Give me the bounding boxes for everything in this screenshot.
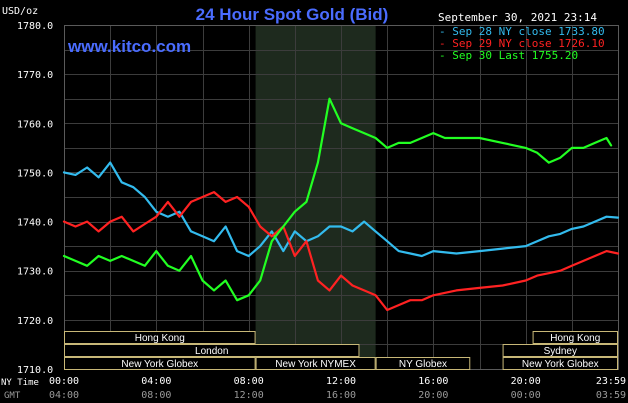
y-tick-labels: 1710.0 1720.0 1730.0 1740.0 1750.0 1760.0 1770…	[17, 21, 53, 376]
x-tick-label: 08:00	[234, 376, 264, 387]
y-tick-label: 1750.0	[17, 168, 53, 179]
series-line-sep-29	[62, 191, 620, 312]
x-tick-labels: 00:00 04:00 04:00 08:00 08:00 12:00 12:00 16:00…	[49, 376, 626, 401]
session-box	[64, 344, 360, 357]
legend-entry: - Sep 28 NY close 1733.80	[439, 25, 605, 38]
session-box	[64, 357, 256, 370]
y-tick-label: 1740.0	[17, 218, 53, 229]
session-box	[64, 331, 256, 344]
date-time-label: September 30, 2021 23:14	[438, 11, 597, 24]
x-tick-label-gmt: 00:00	[511, 390, 541, 401]
series-line-sep-30	[62, 97, 613, 302]
session-label: NY Globex	[399, 359, 447, 370]
x-tick-label: 00:00	[49, 376, 79, 387]
x-tick-label-gmt: 03:59	[596, 390, 626, 401]
session-box	[502, 357, 619, 370]
session-box	[532, 331, 619, 344]
session-label: Hong Kong	[135, 333, 185, 344]
series-line-sep-28	[62, 161, 620, 258]
session-label: New York Globex	[121, 359, 198, 370]
session-box	[255, 357, 376, 370]
ny-time-caption: NY Time	[1, 378, 39, 388]
session-layer: Hong Kong London New York Globex New York N…	[64, 331, 619, 370]
x-tick-label-gmt: 12:00	[234, 390, 264, 401]
y-tick-label: 1720.0	[17, 316, 53, 327]
y-tick-label: 1760.0	[17, 119, 53, 130]
session-label: Sydney	[544, 346, 577, 357]
session-box	[502, 344, 619, 357]
legend-entry: - Sep 30 Last 1755.20	[439, 49, 578, 62]
y-tick-label: 1770.0	[17, 70, 53, 81]
y-tick-label: 1730.0	[17, 267, 53, 278]
x-tick-label-gmt: 08:00	[141, 390, 171, 401]
session-box	[375, 357, 471, 370]
y-tick-label: 1710.0	[17, 365, 53, 376]
chart-title: 24 Hour Spot Gold (Bid)	[196, 5, 389, 24]
session-label: London	[195, 346, 228, 357]
x-tick-label: 20:00	[511, 376, 541, 387]
session-label: New York Globex	[522, 359, 599, 370]
series-layer	[62, 97, 620, 312]
x-tick-label: 23:59	[596, 376, 626, 387]
x-tick-label: 16:00	[418, 376, 448, 387]
x-tick-label: 12:00	[326, 376, 356, 387]
site-url[interactable]: www.kitco.com	[67, 37, 191, 56]
session-label: New York NYMEX	[275, 359, 356, 370]
legend: - Sep 28 NY close 1733.80- Sep 29 NY clo…	[439, 25, 605, 62]
legend-entry: - Sep 29 NY close 1726.10	[439, 37, 605, 50]
gmt-caption: GMT	[4, 391, 21, 401]
x-tick-label-gmt: 16:00	[326, 390, 356, 401]
x-tick-label-gmt: 04:00	[49, 390, 79, 401]
y-axis-label: USD/oz	[2, 6, 38, 17]
x-tick-label: 04:00	[141, 376, 171, 387]
session-label: Hong Kong	[550, 333, 600, 344]
y-tick-label: 1780.0	[17, 21, 53, 32]
x-tick-label-gmt: 20:00	[418, 390, 448, 401]
